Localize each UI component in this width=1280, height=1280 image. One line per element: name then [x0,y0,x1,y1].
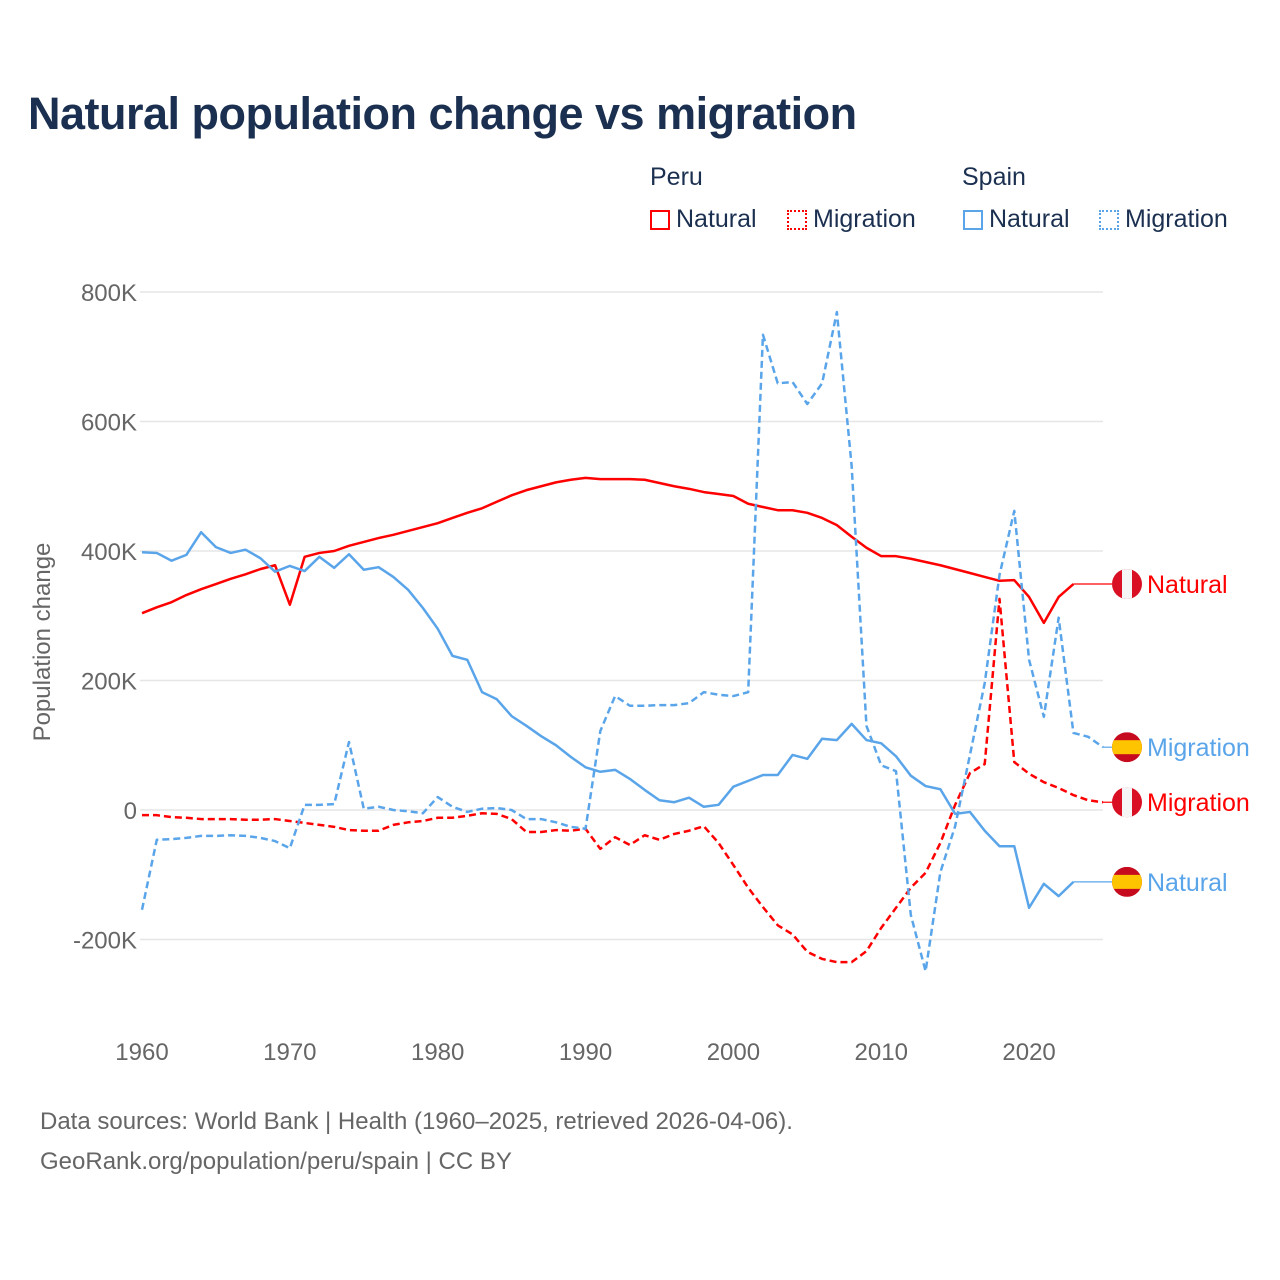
peru-flag-icon [1112,569,1142,600]
legend-label: Natural [989,205,1070,233]
chart-title: Natural population change vs migration [28,88,857,139]
spain-flag-icon [1112,866,1142,897]
legend-label: Migration [813,205,916,233]
source-line-1: Data sources: World Bank | Health (1960–… [40,1108,793,1135]
legend-label: Migration [1125,205,1228,233]
y-tick-label: 800K [81,280,137,307]
legend-peru-migration[interactable]: Migration [787,205,916,234]
series-end-label: Migration [1147,734,1250,762]
y-tick-label: -200K [73,928,137,955]
legend-swatch-solid-icon [963,209,983,230]
x-tick-label: 1980 [411,1039,464,1066]
series-line-spain-natural [141,530,1075,910]
x-tick-label: 1960 [115,1039,168,1066]
legend-label: Natural [676,205,757,233]
series-line-peru-natural [141,476,1075,625]
y-tick-label: 600K [81,410,137,437]
x-tick-label: 2000 [707,1039,760,1066]
series-end-label: Migration [1147,789,1250,817]
x-tick-label: 2020 [1002,1039,1055,1066]
series-line-peru-migration [142,597,1104,964]
legend-peru-natural[interactable]: Natural [650,205,757,234]
legend-group-spain: Spain [962,163,1026,191]
y-tick-label: 200K [81,669,137,696]
series-line-spain-migration [140,310,1104,973]
y-tick-label: 0 [124,798,137,825]
legend-spain-natural[interactable]: Natural [963,205,1070,234]
series-end-label: Natural [1147,571,1228,599]
series-end-label: Natural [1147,869,1228,897]
x-tick-label: 1990 [559,1039,612,1066]
x-tick-label: 2010 [855,1039,908,1066]
source-line-2[interactable]: GeoRank.org/population/peru/spain | CC B… [40,1148,512,1175]
legend-swatch-solid-icon [650,209,670,230]
peru-flag-icon [1112,787,1142,818]
legend-swatch-dashed-icon [1099,209,1119,230]
legend-group-peru: Peru [650,163,703,191]
legend-swatch-dashed-icon [787,209,807,230]
y-tick-label: 400K [81,539,137,566]
legend-spain-migration[interactable]: Migration [1099,205,1228,234]
y-axis-label: Population change [29,543,56,742]
x-tick-label: 1970 [263,1039,316,1066]
spain-flag-icon [1112,732,1142,763]
